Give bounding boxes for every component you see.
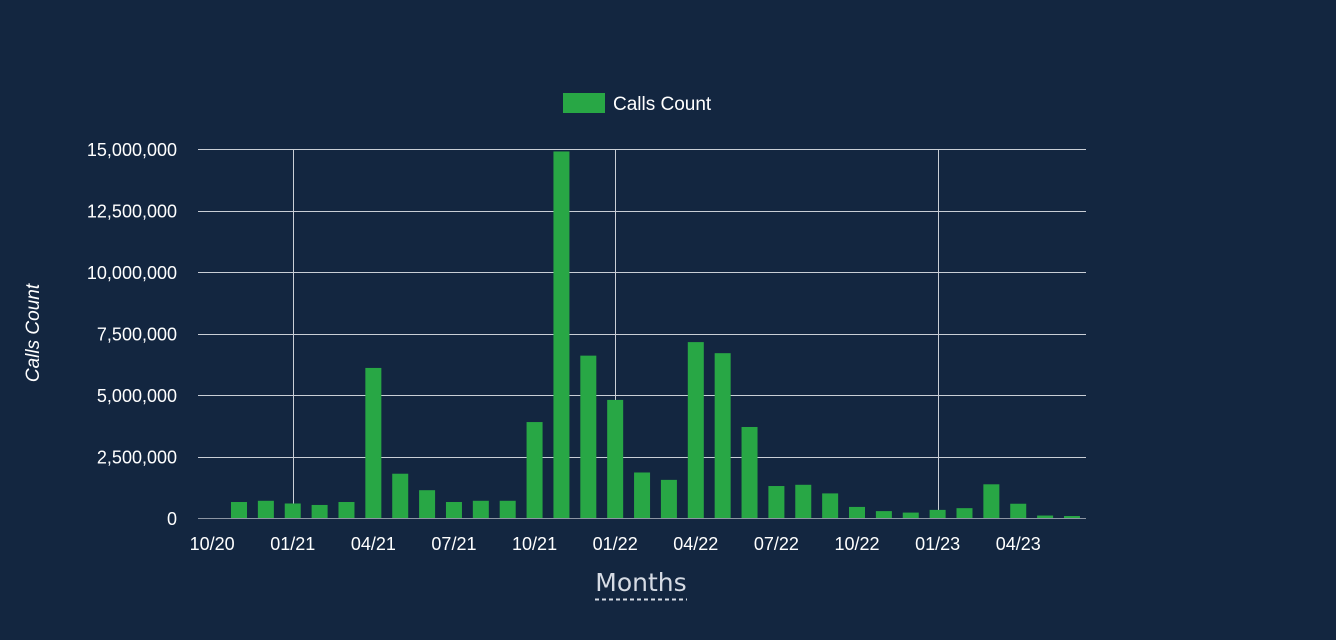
y-tick-label: 15,000,000 [87,140,177,160]
x-tick-label: 04/23 [996,534,1041,554]
bar[interactable]: 2021-01: 590,000 [284,503,301,518]
bar[interactable]: 2020-12: 700,000 [257,500,274,518]
x-tick-label: 01/22 [593,534,638,554]
bar[interactable]: 2022-11: 280,000 [875,511,892,518]
bar[interactable]: 2021-12: 6,600,000 [580,355,597,518]
bar[interactable]: 2021-09: 700,000 [499,500,516,518]
bar[interactable]: 2022-09: 1,000,000 [822,493,839,518]
y-axis-tick-labels: 0 2,500,000 5,000,000 7,500,000 10,000,000 12… [87,140,177,529]
bar[interactable]: 2021-06: 1,130,000 [419,490,436,518]
y-tick-label: 5,000,000 [97,386,177,406]
y-tick-label: 10,000,000 [87,263,177,283]
bar[interactable]: 2021-05: 1,800,000 [392,473,409,518]
bar[interactable]: 2023-03: 1,370,000 [983,484,1000,518]
bar[interactable]: 2021-04: 6,100,000 [365,367,382,518]
x-tick-label: 10/22 [834,534,879,554]
y-axis-label: Calls Count [23,283,44,382]
legend-swatch [563,93,605,113]
x-tick-label: 01/21 [270,534,315,554]
bar[interactable]: 2021-08: 700,000 [472,500,489,518]
legend-label: Calls Count [613,94,712,115]
bar[interactable]: 2023-06: 80,000 [1063,516,1080,518]
bar[interactable]: 2020-11: 650,000 [231,502,247,518]
grid-lines [198,149,1086,518]
bar[interactable]: 2022-08: 1,350,000 [795,484,812,518]
x-tick-label: 04/21 [351,534,396,554]
x-tick-label: 07/22 [754,534,799,554]
bar[interactable]: 2022-10: 450,000 [849,506,866,518]
bar[interactable]: 2022-07: 1,300,000 [768,486,785,518]
bar[interactable]: 2022-02: 1,850,000 [634,472,651,518]
bar[interactable]: 2021-07: 650,000 [445,502,462,518]
y-tick-label: 0 [167,509,177,529]
bar[interactable]: 2021-11: 14,900,000 [553,151,570,518]
bar[interactable]: 2022-04: 7,150,000 [687,342,704,518]
bar[interactable]: 2022-12: 220,000 [902,512,919,518]
bar[interactable]: 2023-01: 330,000 [929,509,946,518]
x-axis-label: Months [595,568,686,597]
x-tick-label: 10/20 [190,534,235,554]
bar[interactable]: 2022-06: 3,700,000 [741,426,758,518]
x-tick-label: 07/21 [431,534,476,554]
bars: 2020-11: 650,000 2020-12: 700,000 2021-01:… [231,151,1080,518]
y-tick-label: 2,500,000 [97,448,177,468]
bar[interactable]: 2021-10: 3,900,000 [526,422,543,518]
x-axis-tick-labels: 10/20 01/21 04/21 07/21 10/21 01/22 04/22 07/22… [190,534,1041,554]
bar[interactable]: 2023-04: 580,000 [1010,503,1027,518]
y-tick-label: 7,500,000 [97,325,177,345]
y-tick-label: 12,500,000 [87,202,177,222]
x-tick-label: 10/21 [512,534,557,554]
bar[interactable]: 2021-02: 530,000 [311,504,328,518]
bar[interactable]: 2022-05: 6,700,000 [714,353,731,518]
bar[interactable]: 2023-05: 100,000 [1037,515,1054,518]
bar[interactable]: 2022-03: 1,550,000 [660,479,677,518]
x-tick-label: 01/23 [915,534,960,554]
x-tick-label: 04/22 [673,534,718,554]
bar[interactable]: 2022-01: 4,800,000 [607,399,624,518]
bar[interactable]: 2021-03: 650,000 [338,502,355,518]
chart-legend[interactable]: Calls Count [563,93,712,115]
bar[interactable]: 2023-02: 400,000 [956,508,973,518]
